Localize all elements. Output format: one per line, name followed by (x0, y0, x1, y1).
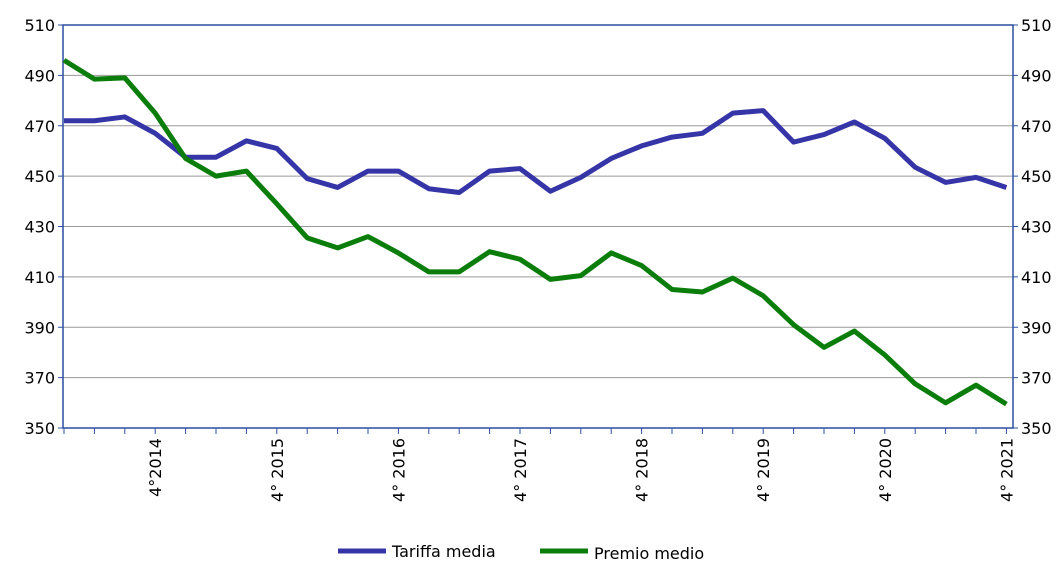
y-tick-label: 470 (24, 117, 55, 136)
y2-tick-label: 350 (1021, 419, 1052, 438)
plot-frame (62, 24, 1014, 429)
y-tick-label: 490 (24, 66, 55, 85)
x-tick-label: 4° 2019 (754, 438, 773, 502)
y2-tick-label: 410 (1021, 268, 1052, 287)
y-tick-label: 390 (24, 318, 55, 337)
x-tick-label: 4°2014 (146, 438, 165, 497)
y2-tick-label: 470 (1021, 117, 1052, 136)
y-tick-label: 350 (24, 419, 55, 438)
x-tick-label: 4° 2015 (268, 438, 287, 502)
x-tick-label: 4° 2021 (997, 438, 1016, 502)
legend-label: Tariffa media (391, 542, 496, 561)
x-tick-label: 4° 2016 (389, 438, 408, 502)
y-tick-label: 450 (24, 167, 55, 186)
y2-tick-label: 430 (1021, 218, 1052, 237)
y2-tick-label: 490 (1021, 66, 1052, 85)
series-line (64, 108, 1008, 195)
y-tick-label: 430 (24, 218, 55, 237)
y-tick-label: 370 (24, 369, 55, 388)
y-tick-label: 410 (24, 268, 55, 287)
y2-tick-label: 450 (1021, 167, 1052, 186)
y2-tick-label: 370 (1021, 369, 1052, 388)
legend-label: Premio medio (594, 544, 704, 563)
x-tick-label: 4° 2018 (633, 438, 652, 502)
y2-tick-label: 510 (1021, 16, 1052, 35)
x-tick-label: 4° 2017 (511, 438, 530, 502)
x-tick-label: 4° 2020 (876, 438, 895, 502)
y2-tick-label: 390 (1021, 318, 1052, 337)
series-line (62, 58, 1008, 407)
y-tick-label: 510 (24, 16, 55, 35)
